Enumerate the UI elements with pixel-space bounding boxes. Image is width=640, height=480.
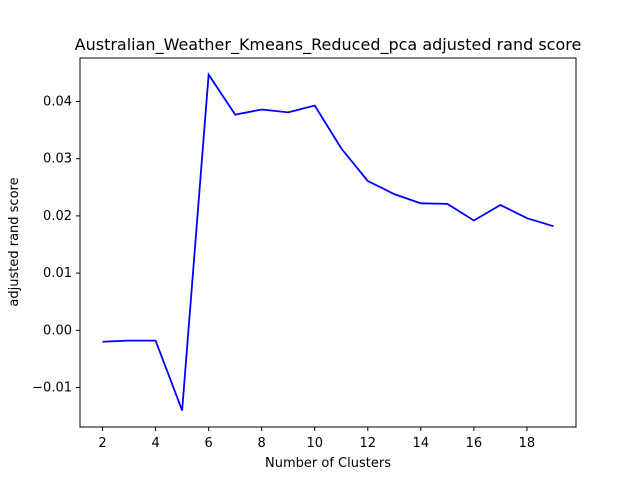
x-tick-label: 18 bbox=[519, 436, 536, 451]
x-tick-label: 12 bbox=[360, 436, 377, 451]
x-tick-label: 10 bbox=[306, 436, 323, 451]
series-line-adjusted-rand-score bbox=[102, 71, 554, 411]
x-tick-label: 16 bbox=[466, 436, 483, 451]
x-tick-label: 14 bbox=[413, 436, 430, 451]
y-axis-ticks: −0.01 0.00 0.01 0.02 0.03 0.04 bbox=[32, 94, 80, 396]
y-tick-label: 0.03 bbox=[43, 152, 72, 167]
y-tick-label: 0.01 bbox=[43, 266, 72, 281]
y-tick-label: 0.04 bbox=[43, 94, 72, 109]
series-points bbox=[101, 73, 554, 411]
x-axis-label: Number of Clusters bbox=[265, 456, 391, 471]
x-tick-label: 2 bbox=[98, 436, 106, 451]
chart-title: Australian_Weather_Kmeans_Reduced_pca ad… bbox=[75, 35, 582, 55]
y-tick-label: −0.01 bbox=[32, 381, 72, 396]
y-tick-label: 0.02 bbox=[43, 209, 72, 224]
y-tick-label: 0.00 bbox=[43, 323, 72, 338]
x-axis-ticks: 2 4 6 8 10 12 14 16 18 bbox=[98, 427, 535, 451]
x-tick-label: 4 bbox=[151, 436, 159, 451]
x-tick-label: 8 bbox=[258, 436, 266, 451]
y-axis-label: adjusted rand score bbox=[7, 177, 22, 306]
x-tick-label: 6 bbox=[205, 436, 213, 451]
plot-area-frame bbox=[79, 57, 577, 428]
